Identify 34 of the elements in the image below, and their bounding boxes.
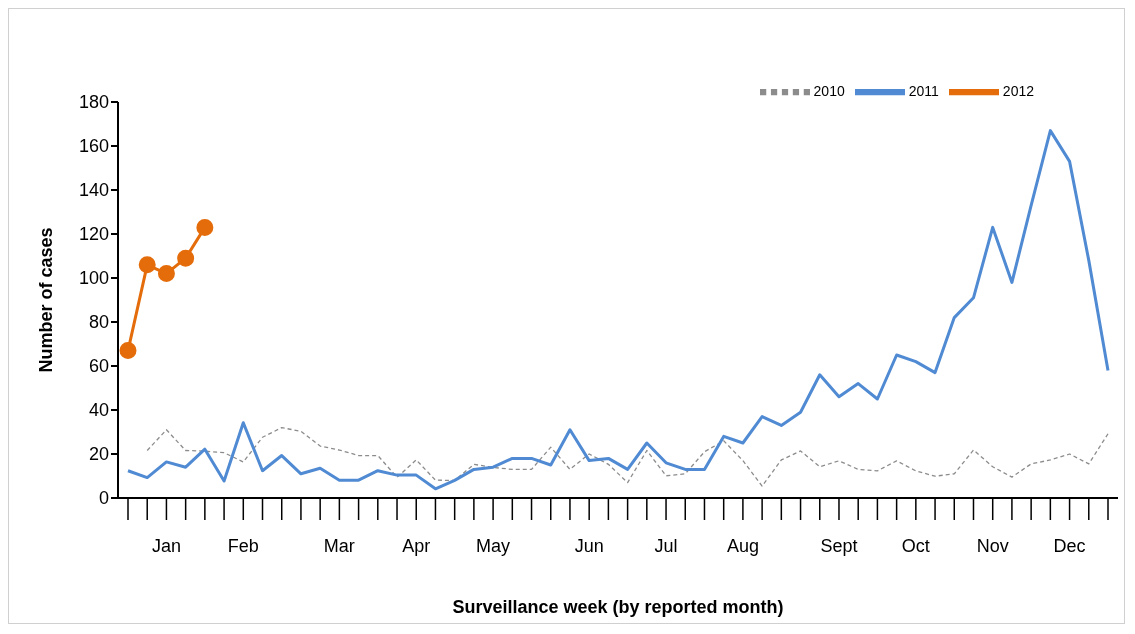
x-tick-label: Apr — [402, 536, 431, 556]
point — [157, 265, 175, 283]
legend-label: 2012 — [1002, 82, 1034, 99]
legend-label: 2011 — [908, 82, 939, 99]
x-tick-label: Jan — [151, 536, 181, 556]
x-tick-label: Aug — [726, 536, 759, 556]
x-tick-label: Dec — [1053, 536, 1086, 556]
point — [119, 342, 137, 360]
x-tick-label: Nov — [976, 536, 1009, 556]
y-tick-label: 20 — [88, 444, 109, 465]
x-axis-title: Surveillance week (by reported month) — [452, 597, 784, 617]
line-series — [146, 426, 1109, 487]
x-tick-label: Feb — [227, 536, 259, 556]
y-tick-label: 0 — [98, 488, 109, 509]
y-tick-label: 60 — [88, 356, 109, 377]
y-tick-label: 140 — [78, 180, 109, 201]
x-tick-label: Sept — [820, 536, 858, 556]
point — [138, 256, 156, 274]
y-tick-label: 120 — [78, 224, 109, 245]
x-tick-label: Mar — [323, 536, 355, 556]
point — [196, 218, 214, 236]
y-tick-label: 100 — [78, 268, 109, 289]
x-tick-label: Jun — [574, 536, 604, 556]
x-tick-label: May — [476, 536, 511, 556]
y-tick-label: 80 — [88, 312, 109, 333]
x-tick-label: Jul — [654, 536, 678, 556]
legend-label: 2010 — [813, 82, 845, 99]
y-tick-label: 160 — [78, 136, 109, 157]
x-tick-label: Oct — [901, 536, 930, 556]
line-series — [126, 129, 1110, 491]
y-tick-label: 40 — [88, 400, 109, 421]
y-tick-label: 180 — [78, 92, 109, 113]
y-axis-title: Number of cases — [36, 227, 57, 373]
point — [177, 249, 195, 267]
